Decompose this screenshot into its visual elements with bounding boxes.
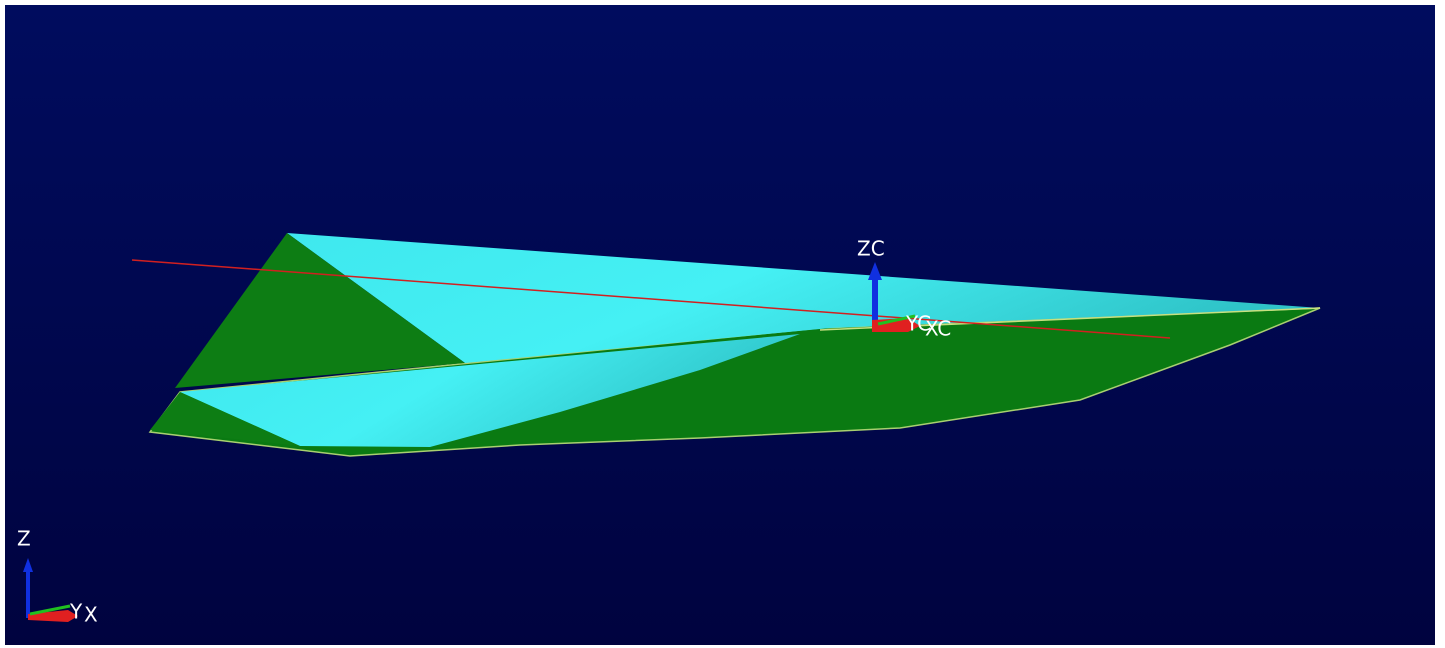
- cyan-upper-surface: [287, 233, 1320, 363]
- green-left-face: [175, 233, 465, 388]
- cyan-lower-strip: [180, 334, 800, 447]
- green-corner: [150, 392, 300, 446]
- zc-label: ZC: [857, 237, 885, 261]
- axis-line: [131, 259, 1171, 339]
- x-label: X: [84, 603, 98, 627]
- y-arrow: [29, 604, 71, 616]
- z-arrowhead: [23, 558, 33, 572]
- zc-arrowhead: [868, 262, 882, 280]
- work-csys: ZC YC XC: [857, 237, 951, 341]
- z-label: Z: [17, 527, 31, 551]
- yc-arrow: [877, 314, 916, 326]
- xc-label: XC: [925, 317, 951, 341]
- view-triad: Z Y X: [17, 527, 98, 627]
- y-label: Y: [69, 600, 83, 624]
- yc-label: YC: [905, 312, 931, 336]
- model: [131, 233, 1321, 457]
